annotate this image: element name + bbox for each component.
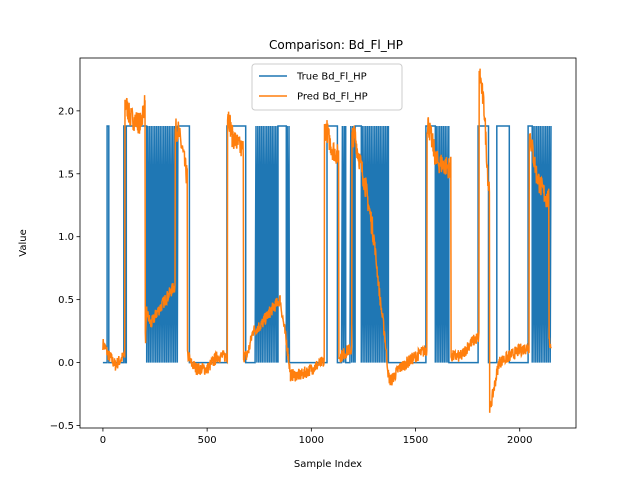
x-tick-label: 1500: [403, 435, 428, 446]
series-line-true: [102, 125, 552, 364]
y-axis-label: Value: [18, 229, 29, 256]
legend-box: [251, 63, 403, 111]
x-tick-label: 1000: [299, 435, 324, 446]
legend-label: Pred Bd_Fl_HP: [297, 92, 368, 103]
y-tick-label: 0.0: [58, 358, 74, 369]
y-tick-label: 1.0: [58, 232, 74, 243]
x-tick-label: 2000: [507, 435, 532, 446]
legend: True Bd_Fl_HP Pred Bd_Fl_HP: [251, 63, 403, 111]
axes-frame: [79, 57, 577, 429]
series-line-pred: [102, 68, 552, 413]
y-tick-label: 1.5: [58, 169, 74, 180]
x-tick-label: 500: [198, 435, 217, 446]
legend-label: True Bd_Fl_HP: [296, 72, 367, 83]
x-tick-label: 0: [100, 435, 106, 446]
x-axis-label: Sample Index: [294, 459, 362, 470]
y-tick-label: 2.0: [58, 106, 74, 117]
chart-title: Comparison: Bd_Fl_HP: [269, 38, 403, 52]
plot-area: [102, 68, 552, 413]
y-tick-label: 0.5: [58, 295, 74, 306]
axes: 0 500 1000 1500 2000 −0.5 0.0 0.5 1.0 1.5 2.0: [50, 57, 577, 446]
y-tick-label: −0.5: [50, 421, 74, 432]
